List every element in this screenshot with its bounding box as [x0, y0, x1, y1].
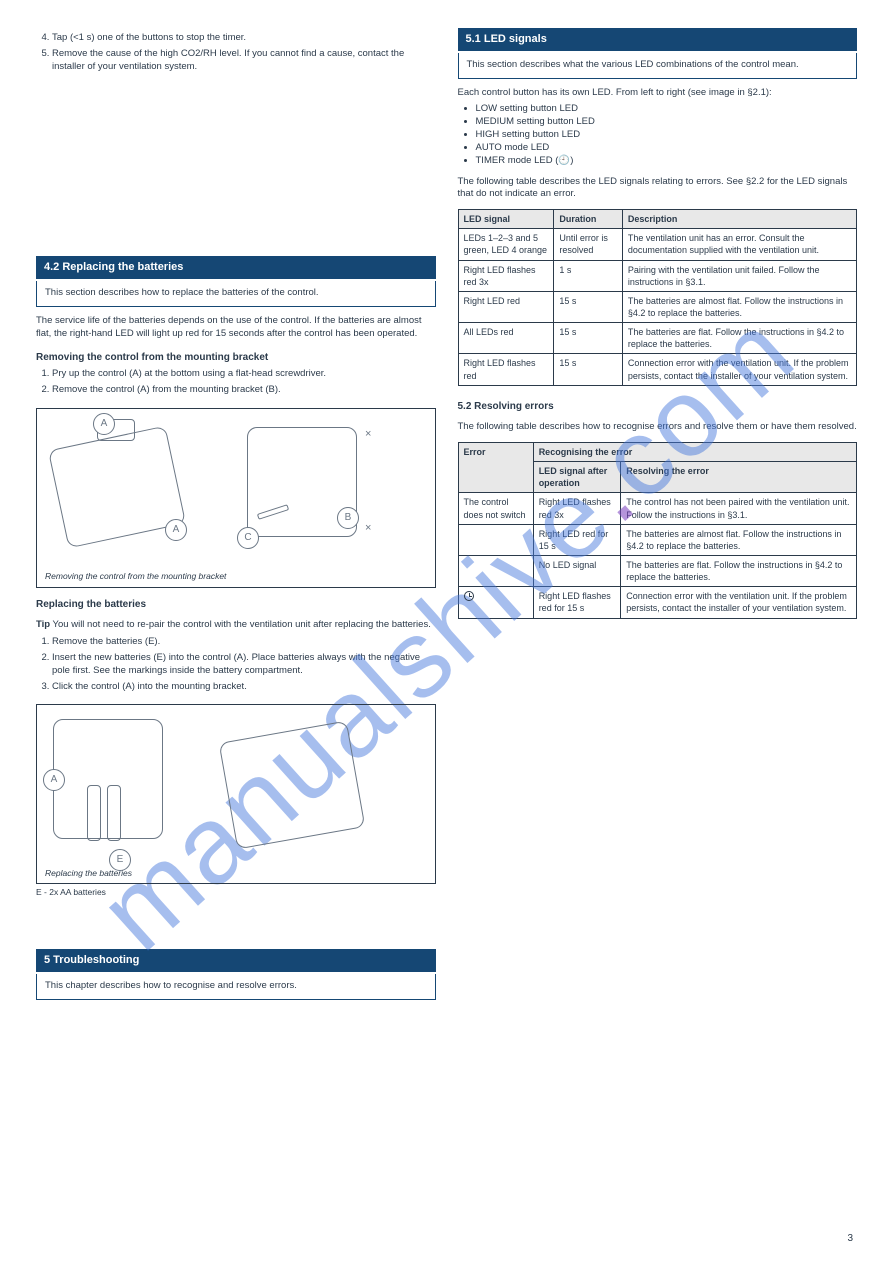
cross-icon: × — [365, 521, 371, 536]
callout-b: B — [337, 507, 359, 529]
cross-icon: × — [365, 427, 371, 442]
table-row: No LED signal The batteries are flat. Fo… — [458, 556, 857, 587]
clock-cell — [458, 587, 533, 618]
th-duration: Duration — [554, 210, 623, 229]
s51-p2: The following table describes the LED si… — [458, 176, 858, 202]
s42-remove-steps: Pry up the control (A) at the bottom usi… — [52, 368, 436, 400]
section-sub-5-1: This section describes what the various … — [458, 53, 858, 79]
figure-caption: Replacing the batteries — [45, 868, 132, 879]
section-sub-4-2: This section describes how to replace th… — [36, 281, 436, 307]
table-row: LEDs 1–2–3 and 5 green, LED 4 orange Unt… — [458, 229, 857, 260]
list-item: MEDIUM setting button LED — [476, 116, 858, 129]
s52-p: The following table describes how to rec… — [458, 421, 858, 434]
left-column: Tap (<1 s) one of the buttons to stop th… — [36, 28, 436, 1000]
s42-remove-heading: Removing the control from the mounting b… — [36, 351, 436, 365]
s42-replace-steps: Remove the batteries (E). Insert the new… — [52, 636, 436, 696]
th-led-signal: LED signal — [458, 210, 554, 229]
table-row: The control does not switch Right LED fl… — [458, 493, 857, 524]
callout-a: A — [93, 413, 115, 435]
figure-footnote: E - 2x AA batteries — [36, 887, 436, 898]
callout-a2: A — [165, 519, 187, 541]
table-row: Right LED red for 15 s The batteries are… — [458, 524, 857, 555]
table-row: Right LED red 15 s The batteries are alm… — [458, 291, 857, 322]
table-row: Right LED flashes red 15 s Connection er… — [458, 354, 857, 385]
th-resolving: Resolving the error — [621, 462, 857, 493]
table-row: Right LED flashes red for 15 s Connectio… — [458, 587, 857, 618]
list-item: Remove the control (A) from the mounting… — [52, 384, 436, 397]
list-item: LOW setting button LED — [476, 103, 858, 116]
table-row: Right LED flashes red 3x 1 s Pairing wit… — [458, 260, 857, 291]
resolving-errors-table: Error Recognising the error LED signal a… — [458, 442, 858, 619]
figure-replace-batteries: A E Replacing the batteries — [36, 704, 436, 884]
s42-replace-tip: Tip You will not need to re-pair the con… — [36, 619, 436, 632]
section-bar-4-2: 4.2 Replacing the batteries — [36, 256, 436, 279]
figure-remove-control: A A × × C B Removing the control from th… — [36, 408, 436, 588]
th-led-after: LED signal after operation — [533, 462, 621, 493]
th-error: Error — [458, 443, 533, 493]
s51-bullets: LOW setting button LED MEDIUM setting bu… — [476, 103, 858, 167]
section-bar-5: 5 Troubleshooting — [36, 949, 436, 972]
list-item: Insert the new batteries (E) into the co… — [52, 652, 436, 678]
section-sub-5: This chapter describes how to recognise … — [36, 974, 436, 1000]
intro-step: Tap (<1 s) one of the buttons to stop th… — [52, 32, 436, 45]
list-item: HIGH setting button LED — [476, 129, 858, 142]
s42-p1: The service life of the batteries depend… — [36, 315, 436, 341]
clock-icon — [464, 591, 474, 601]
s51-p1: Each control button has its own LED. Fro… — [458, 87, 858, 100]
th-span: Recognising the error — [533, 443, 856, 462]
list-item: TIMER mode LED (🕘) — [476, 155, 858, 168]
list-item: Click the control (A) into the mounting … — [52, 681, 436, 694]
section-bar-5-1: 5.1 LED signals — [458, 28, 858, 51]
table-row: All LEDs red 15 s The batteries are flat… — [458, 323, 857, 354]
page-number: 3 — [847, 1232, 853, 1246]
led-signals-table: LED signal Duration Description LEDs 1–2… — [458, 209, 858, 386]
intro-step: Remove the cause of the high CO2/RH leve… — [52, 48, 436, 74]
s42-replace-heading: Replacing the batteries — [36, 598, 436, 612]
list-item: Pry up the control (A) at the bottom usi… — [52, 368, 436, 381]
list-item: AUTO mode LED — [476, 142, 858, 155]
th-description: Description — [622, 210, 856, 229]
figure-caption: Removing the control from the mounting b… — [45, 571, 226, 582]
s52-heading: 5.2 Resolving errors — [458, 400, 858, 414]
page: Tap (<1 s) one of the buttons to stop th… — [0, 0, 893, 1040]
intro-steps: Tap (<1 s) one of the buttons to stop th… — [52, 32, 436, 76]
callout-c: C — [237, 527, 259, 549]
right-column: 5.1 LED signals This section describes w… — [458, 28, 858, 1000]
list-item: Remove the batteries (E). — [52, 636, 436, 649]
